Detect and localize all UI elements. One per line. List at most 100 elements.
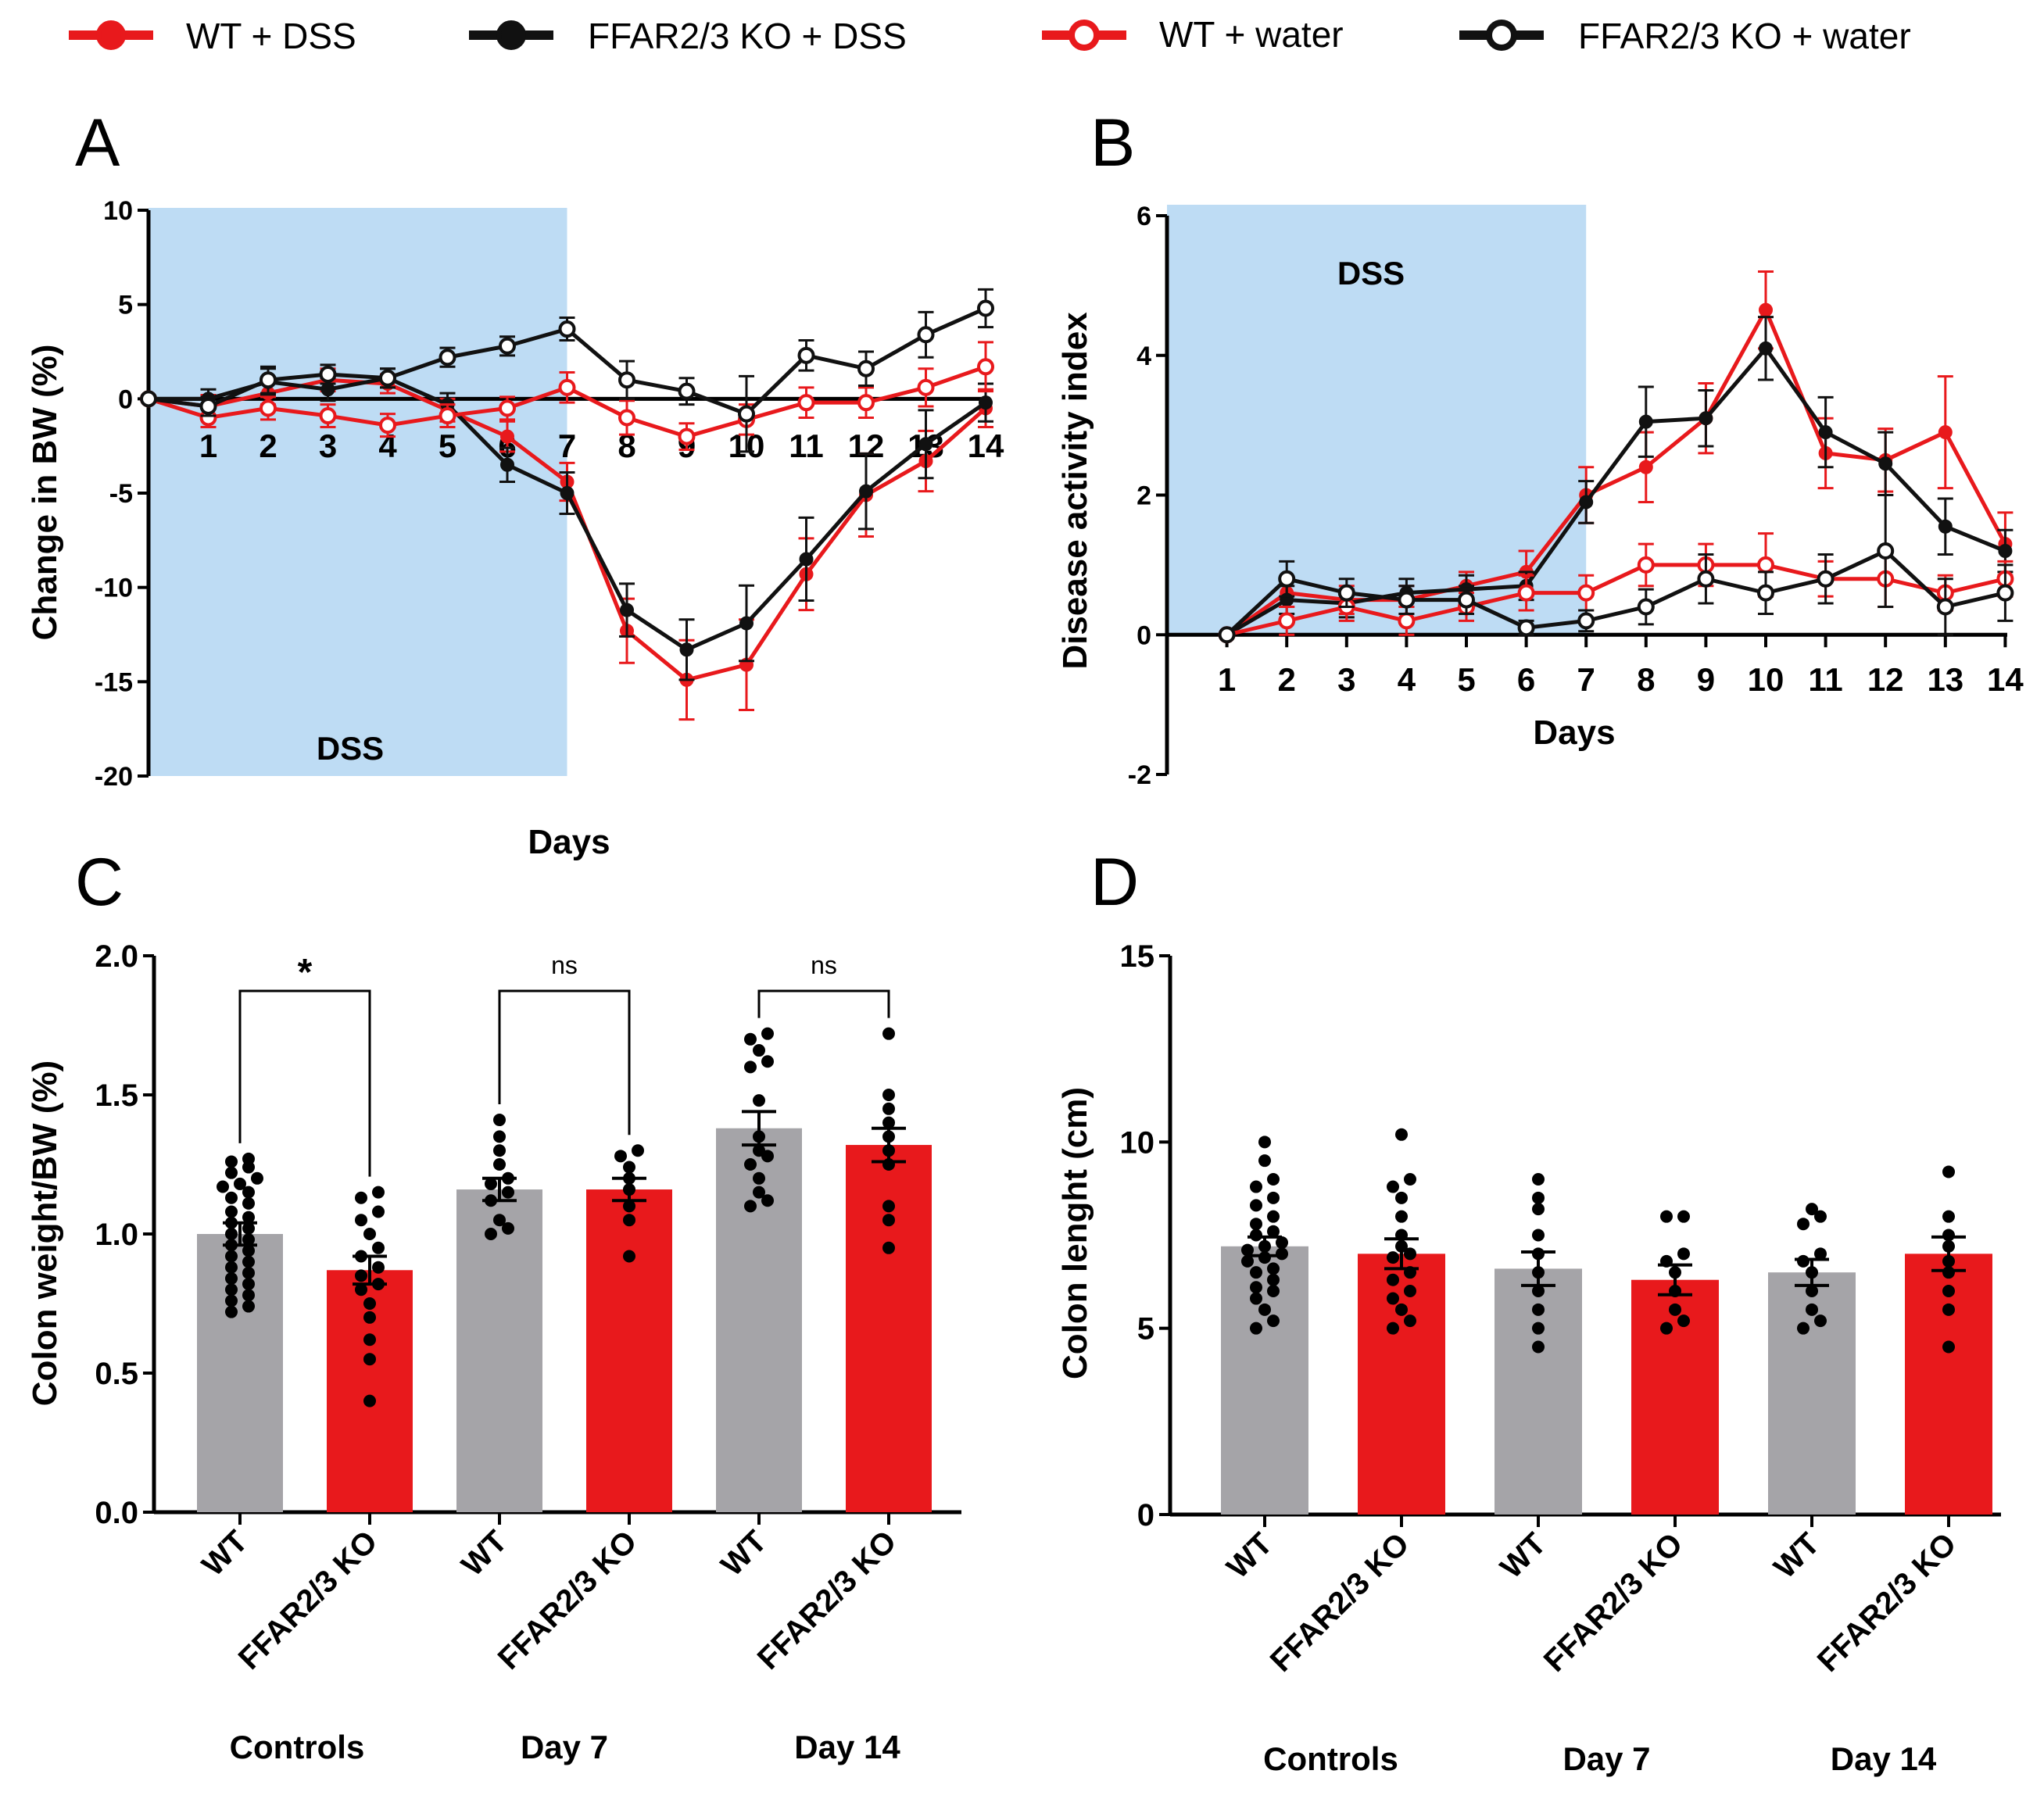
data-point — [1877, 542, 1895, 560]
data-point — [225, 1271, 238, 1285]
data-point — [761, 1194, 774, 1207]
data-point — [372, 1261, 385, 1274]
d-category-label: WT — [1220, 1526, 1279, 1585]
data-point — [500, 429, 514, 444]
bar — [1358, 1254, 1445, 1515]
bar — [586, 1189, 672, 1512]
legend-label-ko-dss: FFAR2/3 KO + DSS — [588, 16, 907, 56]
data-point — [1395, 1128, 1408, 1141]
data-point — [251, 1171, 263, 1185]
data-point — [1797, 1322, 1810, 1335]
data-point — [738, 405, 755, 423]
data-point — [439, 407, 456, 425]
a-y-tick-label: 0 — [118, 384, 133, 414]
data-point — [225, 1205, 238, 1218]
legend-item-ko-dss: FFAR2/3 KO + DSS — [469, 16, 907, 56]
data-point — [1241, 1243, 1254, 1257]
d-bar-group-1 — [1221, 1136, 1308, 1515]
data-point — [744, 1158, 757, 1171]
data-point — [319, 365, 337, 383]
data-point — [1395, 1210, 1408, 1223]
bracket-line — [757, 989, 890, 1018]
data-point — [242, 1244, 255, 1257]
data-point — [1250, 1281, 1262, 1294]
data-point — [1250, 1180, 1262, 1193]
data-point — [319, 407, 337, 425]
data-point — [1387, 1180, 1399, 1193]
data-point — [242, 1278, 255, 1291]
data-point — [372, 1186, 385, 1199]
data-point — [1278, 612, 1296, 630]
c-comparison-bracket: ns — [498, 951, 631, 1136]
data-point — [1936, 598, 1954, 616]
data-point — [1677, 1247, 1690, 1261]
data-point — [1660, 1210, 1673, 1223]
data-point — [917, 326, 935, 344]
data-point — [242, 1289, 255, 1302]
panel-a-x-title: Days — [528, 823, 610, 861]
data-point — [744, 1032, 757, 1046]
legend-label-wt-dss: WT + DSS — [186, 16, 356, 56]
data-point — [632, 1144, 644, 1157]
data-point — [1806, 1303, 1818, 1316]
data-point — [753, 1186, 765, 1199]
bracket-line — [498, 989, 631, 1136]
data-point — [1814, 1210, 1827, 1223]
data-point — [1817, 570, 1835, 588]
data-point — [234, 1177, 246, 1190]
data-point — [225, 1250, 238, 1263]
data-point — [882, 1102, 895, 1115]
data-point — [1637, 556, 1655, 574]
c-bar-group-1 — [197, 1152, 283, 1512]
legend-marker-ko-dss — [496, 20, 526, 50]
d-group-label-controls: Controls — [1263, 1740, 1398, 1777]
data-point — [242, 1211, 255, 1224]
data-point — [242, 1255, 255, 1268]
data-point — [1398, 591, 1416, 609]
data-point — [1404, 1173, 1416, 1186]
d-bar-group-6 — [1905, 1165, 1992, 1515]
d-y-tick-label: 10 — [1120, 1125, 1155, 1160]
c-bar-group-5 — [716, 1027, 802, 1512]
data-point — [1250, 1229, 1262, 1242]
panel-c-letter: C — [75, 845, 123, 920]
data-point — [1759, 341, 1773, 356]
d-category-label: FFAR2/3 KO — [1537, 1526, 1690, 1679]
data-point — [1942, 1165, 1955, 1178]
data-point — [1258, 1303, 1271, 1316]
data-point — [242, 1152, 255, 1165]
data-point — [882, 1089, 895, 1101]
data-point — [1697, 570, 1715, 588]
bar — [716, 1128, 802, 1512]
c-category-label: FFAR2/3 KO — [232, 1524, 385, 1676]
data-point — [355, 1269, 367, 1282]
data-point — [1938, 425, 1953, 440]
c-bar-group-4 — [586, 1144, 672, 1512]
data-point — [355, 1191, 367, 1204]
data-point — [1998, 544, 2013, 558]
data-point — [1814, 1314, 1827, 1328]
data-point — [1250, 1292, 1262, 1305]
data-point — [753, 1094, 765, 1107]
data-point — [1532, 1340, 1545, 1354]
a-y-tick-label: 5 — [118, 291, 133, 320]
data-point — [242, 1300, 255, 1313]
data-point — [977, 358, 994, 376]
data-point — [614, 1150, 627, 1163]
d-y-tick-label: 0 — [1137, 1498, 1154, 1533]
d-bar-group-2 — [1358, 1128, 1445, 1515]
c-category-label: WT — [195, 1524, 254, 1583]
data-point — [499, 337, 516, 355]
data-point — [1577, 612, 1595, 630]
bar — [1631, 1279, 1719, 1515]
data-point — [1797, 1254, 1810, 1268]
data-point — [753, 1144, 765, 1157]
legend-label-ko-water: FFAR2/3 KO + water — [1578, 16, 1911, 56]
significance-label: ns — [811, 951, 837, 979]
data-point — [225, 1191, 238, 1204]
b-y-tick-label: 2 — [1137, 481, 1151, 511]
data-point — [678, 382, 696, 400]
